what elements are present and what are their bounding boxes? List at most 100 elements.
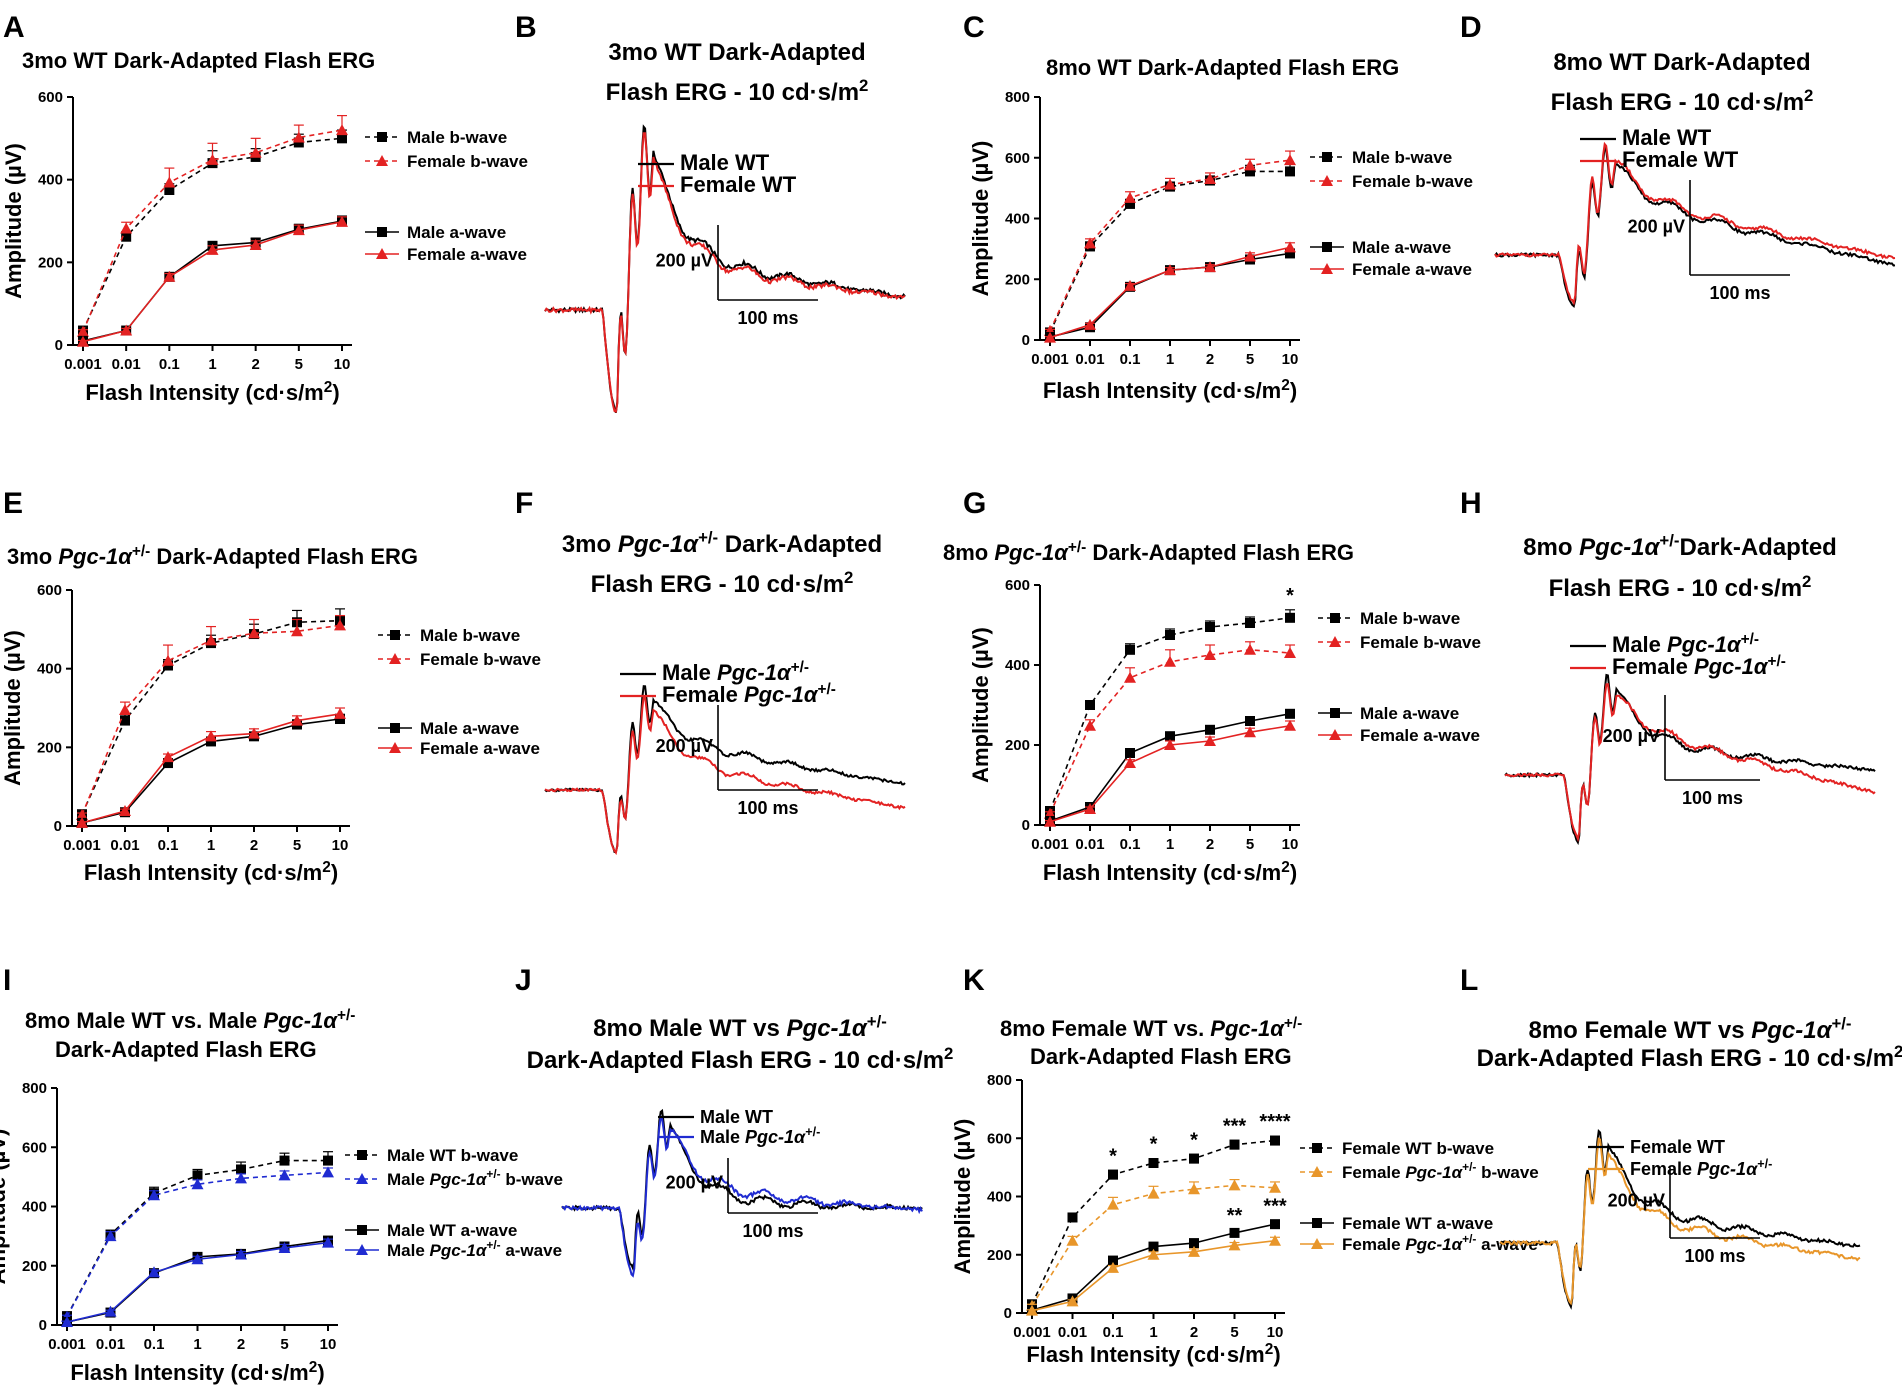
trace-legend-label-part: +/-	[805, 1125, 820, 1139]
x-tick-label: 1	[193, 1336, 201, 1353]
x-axis-label-end: )	[332, 380, 339, 405]
series-2	[1044, 150, 1296, 336]
legend-label: Male b-wave	[420, 626, 520, 645]
trace-title-line2-part: 2	[1804, 86, 1813, 105]
data-point	[1189, 1153, 1199, 1164]
legend-marker	[1312, 1218, 1322, 1228]
legend-marker	[356, 1173, 368, 1184]
trace-legend-label-part: +/-	[1768, 653, 1786, 670]
y-axis-label: Amplitude (µV)	[968, 627, 993, 783]
series-4	[61, 1236, 334, 1328]
data-point	[1026, 1304, 1038, 1316]
x-tick-label: 0.01	[96, 1336, 125, 1353]
legend-item: Male Pgc-1α+/- b-wave	[345, 1167, 563, 1189]
trace-legend-item: Female WT	[638, 172, 797, 197]
erg-trace	[1494, 141, 1896, 306]
legend-item: Female a-wave	[378, 739, 540, 758]
legend-label: Male a-wave	[407, 223, 506, 242]
legend-label: Male WT b-wave	[387, 1146, 518, 1165]
y-axis-label: Amplitude (µV)	[968, 141, 993, 297]
chart-e: 3mo Pgc-1α+/- Dark-Adapted Flash ERG 0 200…	[0, 543, 541, 886]
legend-item: Male a-wave	[365, 223, 506, 242]
trace-legend-item: Male Pgc-1α+/-	[620, 659, 809, 685]
legend-item: Male WT b-wave	[345, 1146, 518, 1165]
legend-label-part: +/-	[486, 1167, 500, 1181]
chart-title-part: Pgc-1α	[1210, 1016, 1285, 1041]
data-point	[292, 131, 305, 143]
data-point	[77, 335, 89, 347]
data-point	[1270, 1219, 1280, 1230]
data-point	[1205, 622, 1215, 632]
y-tick-label: 0	[54, 818, 62, 835]
data-point	[1204, 261, 1216, 273]
legend-label-part: Pgc-1α	[1405, 1163, 1463, 1182]
legend-marker	[1330, 708, 1340, 718]
trace-title-line2-part: 2	[1802, 572, 1811, 591]
scale-time-label: 100 ms	[742, 1221, 803, 1241]
x-tick-label: 0.01	[1075, 351, 1104, 368]
erg-trace	[1504, 673, 1876, 846]
trace-title-line1-part: 8mo WT Dark-Adapted	[1553, 49, 1810, 76]
data-point	[334, 707, 346, 719]
trace-title-line2-part: 2	[859, 76, 868, 95]
scale-time-label: 100 ms	[1682, 788, 1743, 808]
trace-title-line1: 3mo Pgc-1α+/- Dark-Adapted	[562, 528, 882, 559]
trace-legend-item: Male Pgc-1α+/-	[1570, 631, 1759, 657]
legend-marker	[1322, 242, 1332, 252]
data-point	[119, 703, 131, 715]
legend-marker	[1311, 1166, 1323, 1177]
chart-i: 8mo Male WT vs. Male Pgc-1α+/-Dark-Adapt…	[0, 1007, 563, 1386]
data-point	[1204, 649, 1216, 660]
chart-title-part: +/-	[132, 543, 150, 560]
data-point	[249, 238, 262, 250]
series-1	[62, 1151, 333, 1322]
data-point	[1244, 643, 1256, 655]
data-point	[322, 1166, 334, 1178]
data-point	[278, 1169, 291, 1181]
data-point	[1244, 726, 1256, 738]
y-tick-label: 400	[37, 661, 62, 678]
trace-legend-label-part: +/-	[1741, 631, 1759, 648]
trace-panel-l: 8mo Female WT vs Pgc-1α+/-Dark-Adapted F…	[1477, 1014, 1902, 1310]
legend-label-part: Pgc-1α	[1405, 1235, 1463, 1254]
trace-title-line1-part: Dark-Adapted	[1679, 534, 1836, 561]
data-point	[120, 222, 133, 234]
legend-label: Female a-wave	[407, 245, 527, 264]
data-point	[1284, 719, 1296, 731]
trace-title-line1: 8mo Female WT vs Pgc-1α+/-	[1528, 1014, 1851, 1045]
data-point	[206, 153, 219, 165]
x-tick-label: 5	[295, 356, 303, 373]
x-tick-label: 5	[280, 1336, 288, 1353]
erg-trace	[1504, 683, 1876, 843]
significance-marker: **	[1227, 1205, 1243, 1227]
chart-title: 8mo Female WT vs. Pgc-1α+/-	[1000, 1015, 1302, 1042]
legend-item: Male b-wave	[1310, 148, 1452, 167]
data-point	[148, 1189, 160, 1201]
trace-legend-label-part: Male	[700, 1127, 745, 1147]
data-point	[162, 751, 174, 763]
legend-label-part: Pgc-1α	[430, 1241, 488, 1260]
legend-label: Male a-wave	[1352, 238, 1451, 257]
x-tick-label: 0.01	[1058, 1324, 1087, 1341]
trace-legend-label-part: Female	[1612, 654, 1694, 679]
erg-trace	[544, 695, 906, 856]
data-point	[164, 185, 175, 195]
y-tick-label: 800	[22, 1080, 47, 1097]
data-point	[192, 1170, 203, 1181]
legend-label: Female a-wave	[1352, 260, 1472, 279]
x-tick-label: 1	[1166, 351, 1174, 368]
data-point	[206, 243, 219, 255]
x-tick-label: 10	[1267, 1324, 1284, 1341]
chart-title-part: Pgc-1α	[994, 540, 1069, 565]
scale-time-label: 100 ms	[737, 798, 798, 818]
data-point	[1125, 644, 1135, 655]
legend-item: Male b-wave	[1318, 609, 1460, 628]
series-line	[1049, 170, 1290, 333]
trace-legend-label-part: Female WT	[680, 172, 797, 197]
trace-legend-label-part: Female WT	[1622, 147, 1739, 172]
legend-marker	[1321, 263, 1333, 274]
y-axis-label: Amplitude (µV)	[0, 1129, 10, 1285]
legend-marker	[1312, 1143, 1322, 1153]
data-point	[235, 1248, 247, 1260]
